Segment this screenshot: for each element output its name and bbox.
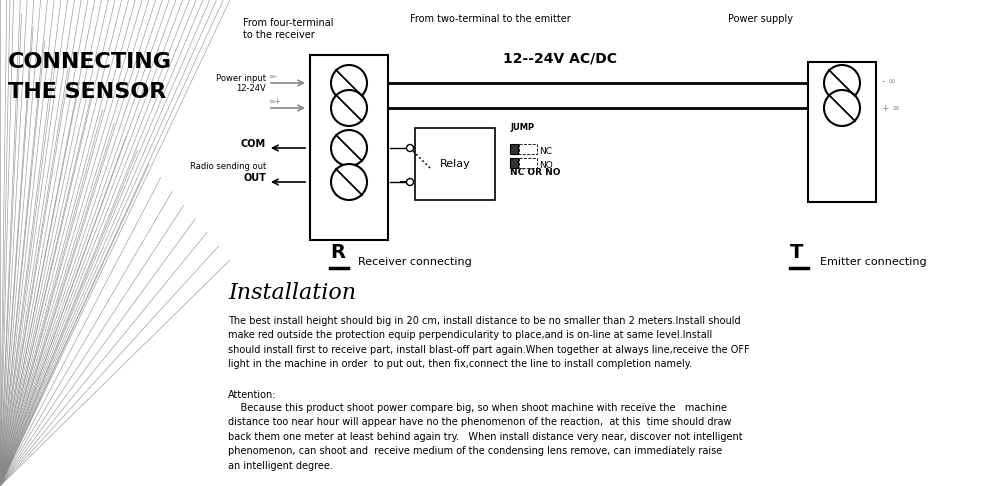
- Text: Power supply: Power supply: [728, 14, 792, 24]
- Bar: [415, 128, 495, 200]
- Text: Installation: Installation: [228, 282, 356, 304]
- Text: NC: NC: [539, 146, 552, 156]
- Text: From four-terminal
to the receiver: From four-terminal to the receiver: [243, 18, 334, 39]
- Text: Relay: Relay: [440, 159, 470, 169]
- Text: Attention:: Attention:: [228, 390, 276, 400]
- Text: T: T: [790, 243, 803, 262]
- Circle shape: [406, 178, 414, 186]
- Circle shape: [331, 164, 367, 200]
- Text: OUT: OUT: [243, 173, 266, 183]
- Circle shape: [824, 90, 860, 126]
- Bar: [808, 62, 876, 202]
- Text: Radio sending out: Radio sending out: [190, 162, 266, 171]
- Circle shape: [331, 130, 367, 166]
- Text: Emitter connecting: Emitter connecting: [820, 257, 927, 267]
- Text: NO: NO: [539, 160, 553, 170]
- Text: Receiver connecting: Receiver connecting: [358, 257, 472, 267]
- Text: JUMP: JUMP: [510, 123, 534, 132]
- Circle shape: [824, 65, 860, 101]
- Text: ∞+: ∞+: [268, 97, 281, 106]
- Text: Power input
12-24V: Power input 12-24V: [216, 74, 266, 93]
- Bar: [510, 158, 518, 168]
- Text: ∞-: ∞-: [268, 72, 277, 81]
- Text: + ∞: + ∞: [882, 104, 900, 112]
- Circle shape: [331, 65, 367, 101]
- Text: R: R: [330, 243, 345, 262]
- Text: 12--24V AC/DC: 12--24V AC/DC: [503, 52, 617, 66]
- Bar: [519, 158, 537, 168]
- Text: The best install height should big in 20 cm, install distance to be no smaller t: The best install height should big in 20…: [228, 316, 750, 369]
- Text: Because this product shoot power compare big, so when shoot machine with receive: Because this product shoot power compare…: [228, 403, 743, 470]
- Text: CONNECTING: CONNECTING: [8, 52, 172, 72]
- Bar: [310, 55, 388, 240]
- Circle shape: [331, 90, 367, 126]
- Text: NC OR NO: NC OR NO: [510, 168, 560, 177]
- Text: - ∞: - ∞: [882, 77, 896, 87]
- Circle shape: [406, 144, 414, 152]
- Bar: [519, 144, 537, 154]
- Text: THE SENSOR: THE SENSOR: [8, 82, 166, 102]
- Text: COM: COM: [241, 139, 266, 149]
- Bar: [510, 144, 518, 154]
- Text: From two-terminal to the emitter: From two-terminal to the emitter: [410, 14, 570, 24]
